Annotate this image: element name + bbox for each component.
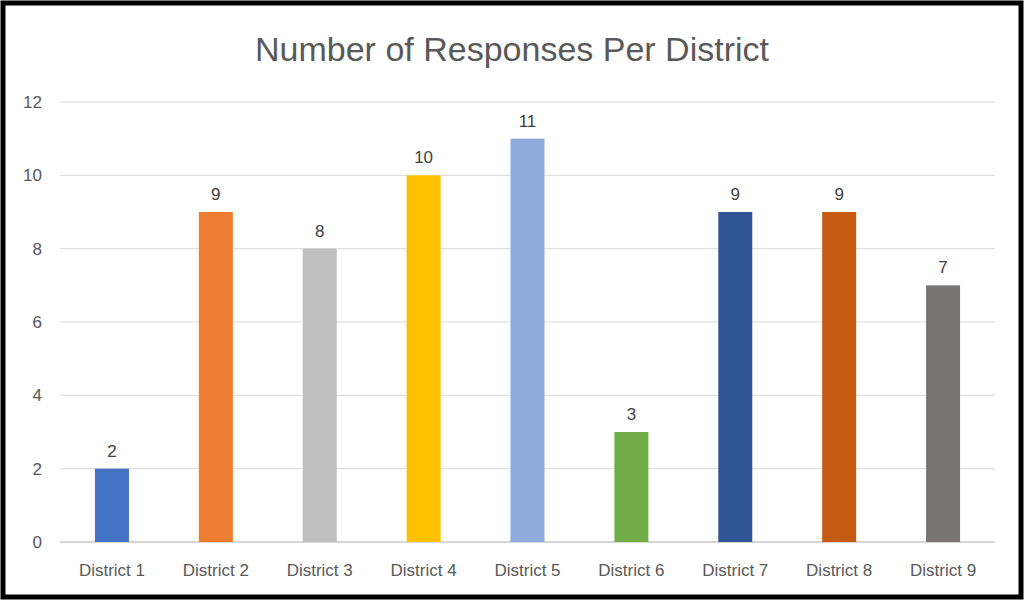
chart-root: Number of Responses Per District 0 2 4 6 8 10 1… xyxy=(0,0,1024,600)
bar xyxy=(718,212,752,542)
data-label: 9 xyxy=(731,185,740,204)
bar xyxy=(511,139,545,542)
chart: Number of Responses Per District 0 2 4 6 8 10 1… xyxy=(0,0,1024,600)
data-label: 11 xyxy=(519,112,537,131)
data-label: 8 xyxy=(315,222,324,241)
y-tick-label: 8 xyxy=(33,240,42,259)
x-tick-label: District 6 xyxy=(598,561,664,580)
frame xyxy=(3,3,1021,597)
bar xyxy=(822,212,856,542)
bar xyxy=(407,175,441,542)
x-tick-label: District 3 xyxy=(287,561,353,580)
x-tick-label: District 7 xyxy=(702,561,768,580)
bar xyxy=(199,212,233,542)
x-tick-label: District 1 xyxy=(79,561,145,580)
x-tick-label: District 4 xyxy=(391,561,457,580)
grid-line xyxy=(60,102,995,103)
title: Number of Responses Per District xyxy=(255,30,770,68)
y-tick-label: 0 xyxy=(33,533,42,552)
data-label: 9 xyxy=(211,185,220,204)
x-tick-label: District 5 xyxy=(494,561,560,580)
data-label: 9 xyxy=(834,185,843,204)
background xyxy=(0,0,1024,600)
x-tick-label: District 2 xyxy=(183,561,249,580)
data-label: 7 xyxy=(938,258,947,277)
bar xyxy=(926,285,960,542)
bar xyxy=(614,432,648,542)
y-tick-label: 2 xyxy=(33,460,42,479)
bars xyxy=(95,139,960,542)
y-tick-label: 10 xyxy=(23,166,42,185)
y-tick-label: 12 xyxy=(23,93,42,112)
y-tick-label: 4 xyxy=(33,386,42,405)
x-tick-label: District 8 xyxy=(806,561,872,580)
x-tick-label: District 9 xyxy=(910,561,976,580)
data-label: 2 xyxy=(107,442,116,461)
data-label: 10 xyxy=(414,148,433,167)
bar xyxy=(95,469,129,542)
y-tick-label: 6 xyxy=(33,313,42,332)
data-label: 3 xyxy=(627,405,636,424)
bar xyxy=(303,249,337,542)
